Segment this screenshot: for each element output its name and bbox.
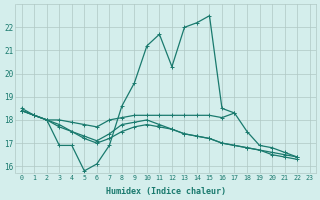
X-axis label: Humidex (Indice chaleur): Humidex (Indice chaleur) xyxy=(106,187,226,196)
